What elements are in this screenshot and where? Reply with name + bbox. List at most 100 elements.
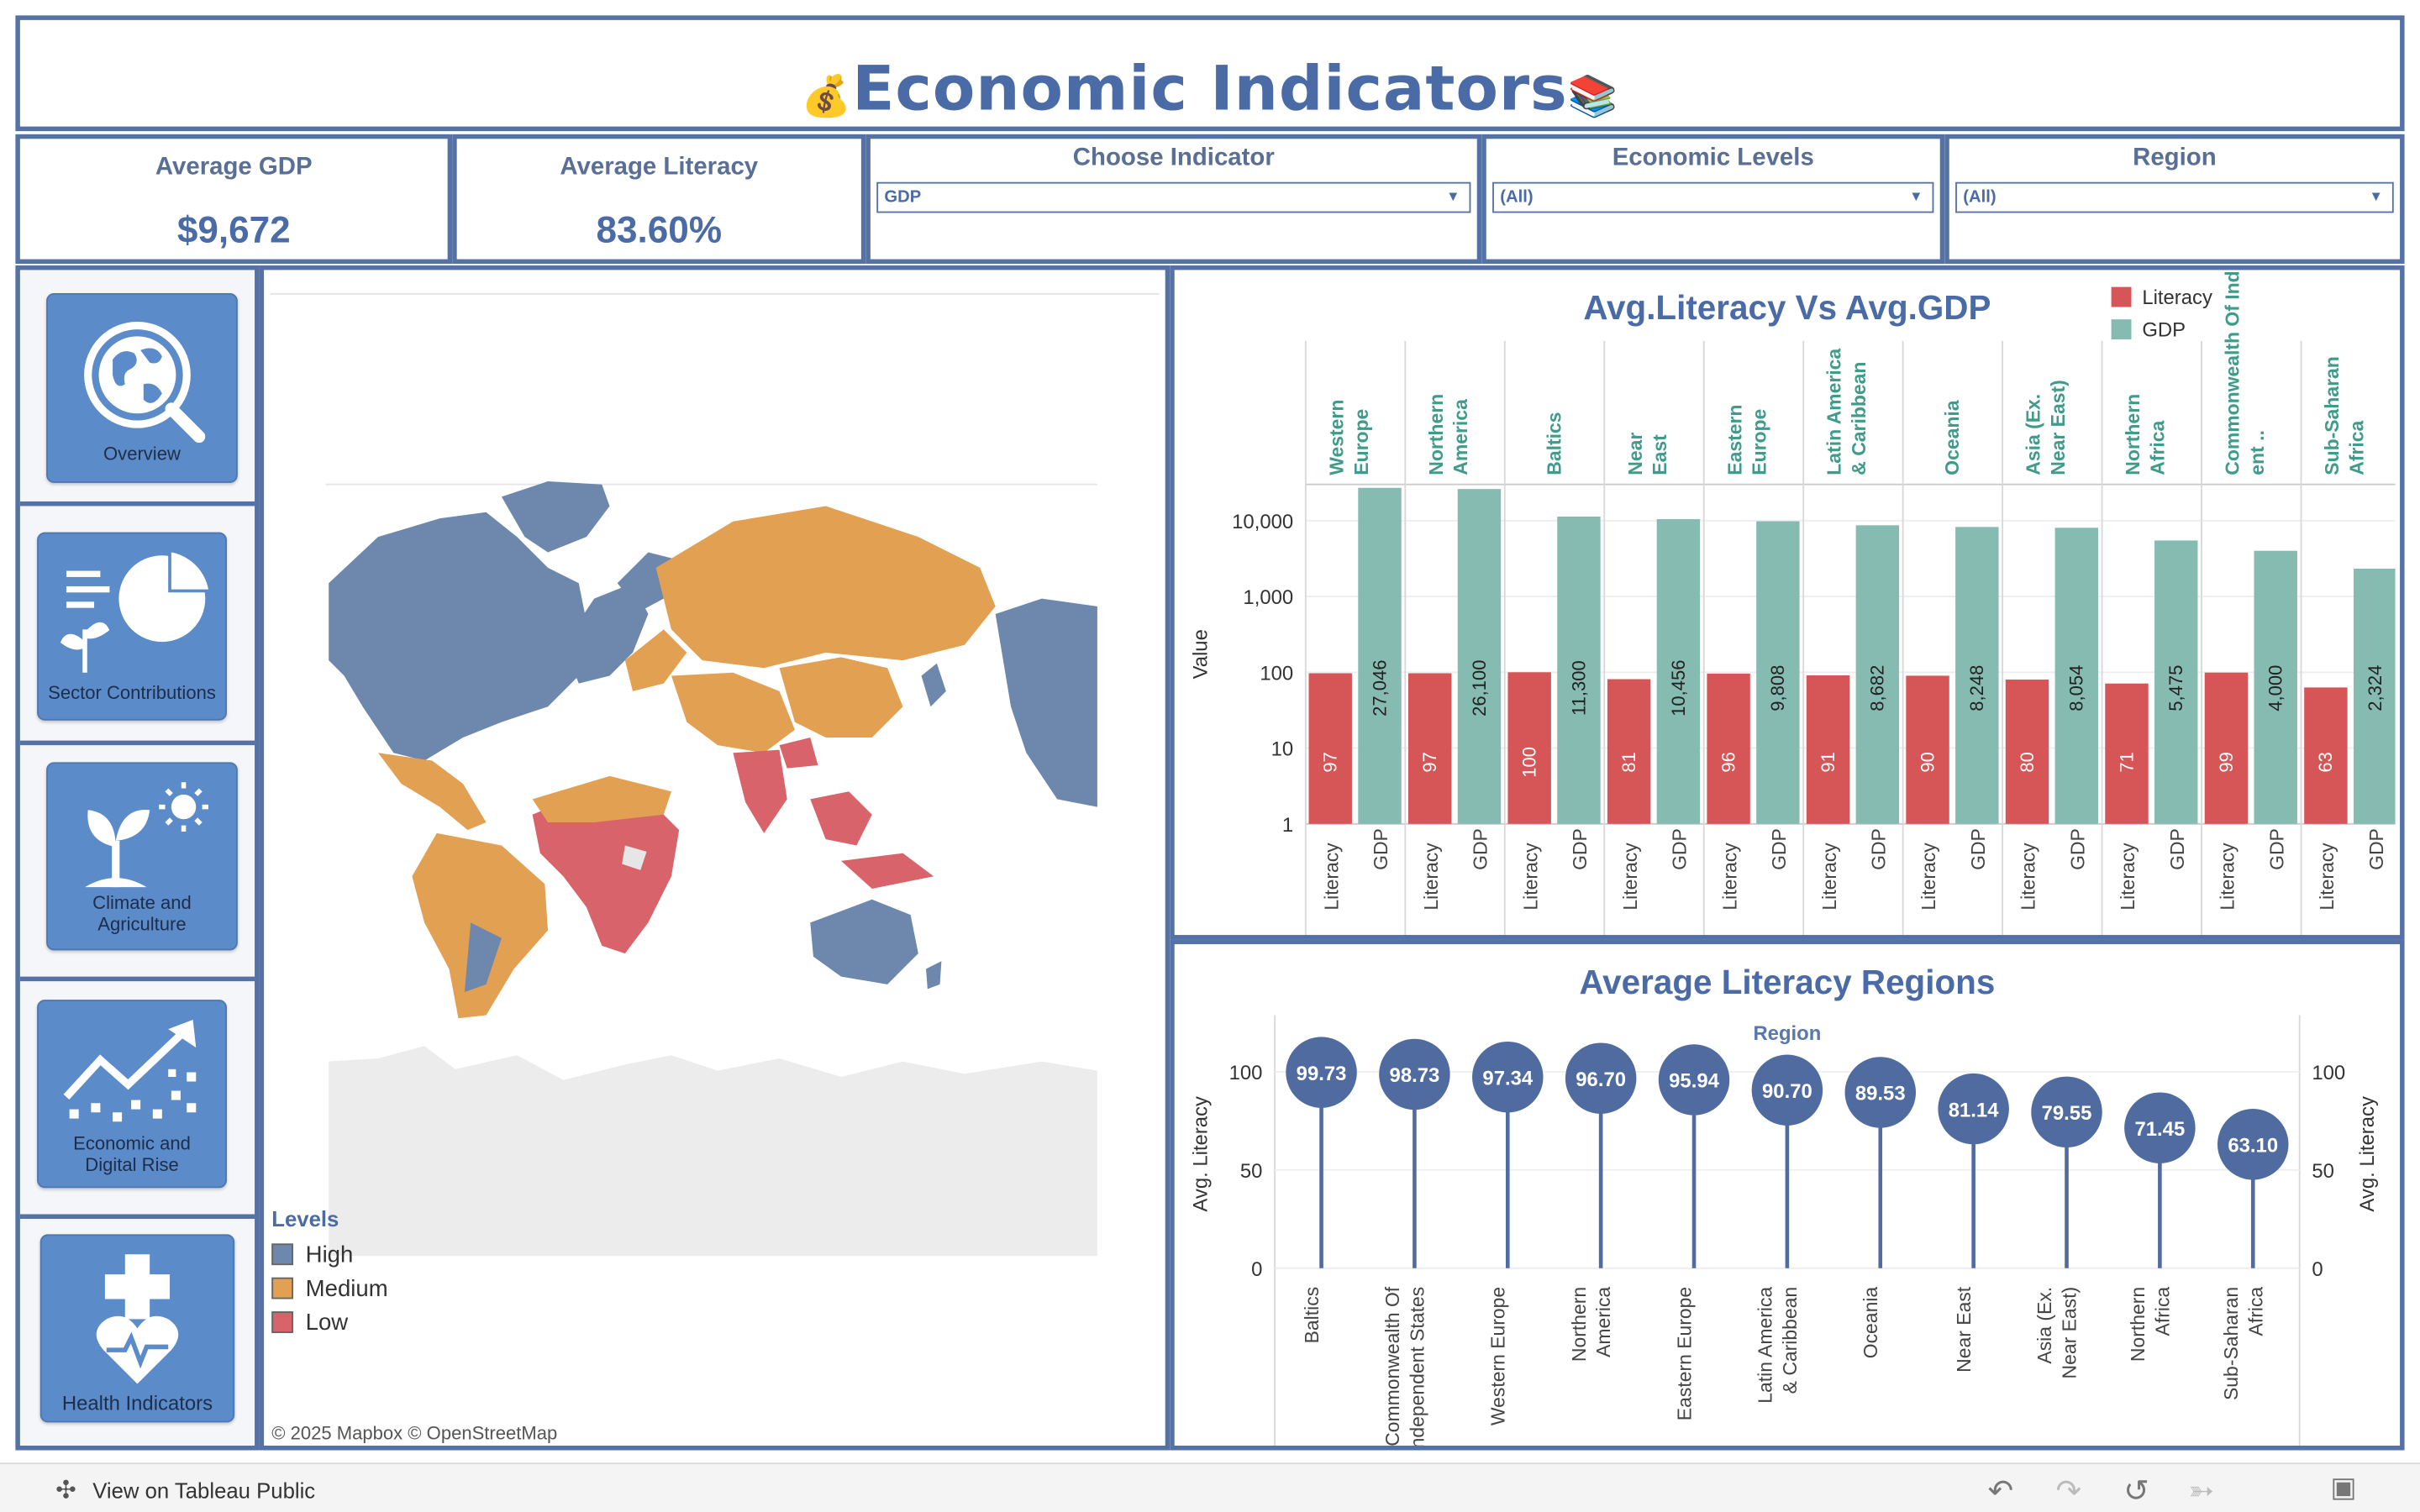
measure-label: Literacy	[1519, 843, 1541, 911]
bar-gdp	[2054, 528, 2098, 824]
nav-sector-label: Sector Contributions	[48, 681, 216, 704]
nav-overview-button[interactable]: Overview	[46, 292, 238, 483]
region-dropdown[interactable]: (All) ▼	[1955, 181, 2394, 213]
y-tick-label: 1	[1282, 814, 1293, 837]
health-heart-icon	[96, 1254, 179, 1384]
kpi-gdp-label: Average GDP	[155, 154, 313, 181]
nav-climate-button[interactable]: Climate and Agriculture	[46, 762, 238, 951]
filter-indicator: Choose Indicator GDP ▼	[865, 134, 1482, 265]
map-attribution[interactable]: © 2025 Mapbox © OpenStreetMap	[271, 1422, 558, 1445]
measure-label: Literacy	[2117, 843, 2139, 911]
lollipop-head	[1844, 1057, 1917, 1128]
y-tick-label: 1,000	[1243, 586, 1293, 609]
bar-chart: Literacy GDP Value 1 10 100 1,000 10,000 Western…	[1189, 271, 2396, 936]
measure-label: Literacy	[1320, 843, 1342, 911]
lollipop-head	[1565, 1042, 1637, 1114]
category-label: Sub-Saharan	[2220, 1287, 2242, 1400]
y-tick-label: 0	[1251, 1258, 1262, 1281]
bar-literacy	[1308, 673, 1352, 824]
nav-economic-label-2: Digital Rise	[85, 1153, 179, 1176]
category-label: Eastern Europe	[1673, 1287, 1695, 1420]
filter-indicator-label: Choose Indicator	[1072, 144, 1275, 171]
share-icon[interactable]: ➳	[2188, 1474, 2215, 1509]
chevron-down-icon: ▼	[2369, 188, 2383, 204]
globe-search-icon	[84, 321, 206, 444]
y-tick-label: 10	[1271, 738, 1294, 761]
kpi-gdp-value: $9,672	[176, 209, 291, 252]
category-header: Baltics	[1543, 412, 1565, 475]
indicator-dropdown[interactable]: GDP ▼	[876, 181, 1471, 213]
legend-item-high[interactable]: High	[271, 1237, 387, 1271]
revert-icon[interactable]: ↺	[2123, 1474, 2150, 1509]
bar-gdp	[1358, 487, 1402, 824]
bar-value-gdp: 9,808	[1767, 665, 1788, 711]
category-label: Africa	[2151, 1287, 2173, 1336]
measure-label: Literacy	[2018, 843, 2039, 911]
category-header: Latin America	[1823, 349, 1845, 475]
map-top-rule	[270, 292, 1160, 295]
lollipop-value: 96.70	[1576, 1068, 1626, 1091]
category-header: Western	[1325, 400, 1347, 475]
bar-value-gdp: 2,324	[2365, 665, 2386, 711]
legend-item-low[interactable]: Low	[271, 1305, 387, 1339]
money-bag-icon: 💰	[801, 74, 853, 121]
bar-value-gdp: 4,000	[2265, 665, 2286, 711]
map-legend-title: Levels	[271, 1206, 339, 1231]
legend-label-gdp: GDP	[2142, 318, 2186, 341]
legend-item-medium[interactable]: Medium	[271, 1271, 388, 1305]
bar-gdp	[2154, 540, 2198, 824]
category-label: Commonwealth Of	[1381, 1286, 1403, 1446]
category-header: Africa	[2345, 420, 2367, 475]
nav-sector-button[interactable]: Sector Contributions	[37, 532, 227, 721]
books-icon: 📚	[1567, 74, 1619, 121]
bar-value-literacy: 90	[1917, 752, 1938, 773]
bar-value-gdp: 11,300	[1568, 660, 1589, 716]
bar-value-literacy: 91	[1818, 752, 1839, 773]
nav-health-label: Health Indicators	[61, 1391, 213, 1415]
category-label: America	[1592, 1287, 1614, 1357]
nav-health-button[interactable]: Health Indicators	[39, 1234, 235, 1423]
category-label: Baltics	[1301, 1287, 1323, 1344]
bar-value-literacy: 71	[2116, 752, 2137, 773]
legend-label-literacy: Literacy	[2142, 286, 2212, 309]
levels-dropdown[interactable]: (All) ▼	[1492, 181, 1934, 213]
lollipop-head	[1286, 1037, 1357, 1108]
header-panel: 💰Economic Indicators📚	[15, 15, 2405, 132]
lollipop-value: 89.53	[1855, 1083, 1906, 1105]
bar-gdp	[1955, 527, 1999, 824]
fullscreen-icon[interactable]: ▣	[2330, 1472, 2357, 1503]
bar-literacy	[1507, 672, 1551, 824]
category-label: Near East)	[2059, 1287, 2081, 1379]
filter-region: Region (All) ▼	[1944, 134, 2405, 265]
lollipop-head	[1658, 1044, 1730, 1116]
indicator-selected: GDP	[884, 188, 922, 207]
plant-sun-icon	[85, 782, 208, 888]
bar-value-gdp: 8,054	[2066, 665, 2087, 711]
lollipop-value: 97.34	[1482, 1067, 1533, 1089]
lollipop-head	[1472, 1041, 1544, 1113]
bar-value-gdp: 10,456	[1668, 659, 1689, 716]
bar-gdp	[1457, 489, 1502, 824]
legend-swatch-literacy	[2111, 286, 2132, 307]
world-map[interactable]	[317, 475, 1104, 1263]
measure-label: Literacy	[1818, 843, 1840, 911]
bar-value-literacy: 100	[1519, 747, 1540, 778]
category-label: & Caribbean	[1779, 1287, 1801, 1394]
category-header: Sub-Saharan	[2321, 356, 2343, 475]
bar-chart-title: Avg.Literacy Vs Avg.GDP	[1583, 288, 1991, 328]
bar-gdp	[2353, 568, 2396, 824]
measure-label: GDP	[2265, 828, 2287, 870]
category-header: Asia (Ex.	[2023, 394, 2044, 475]
y-tick-label: 100	[1260, 662, 1293, 685]
nav-economic-button[interactable]: Economic and Digital Rise	[37, 1000, 227, 1189]
redo-icon[interactable]: ↷	[2055, 1474, 2082, 1509]
category-header: America	[1449, 399, 1471, 475]
y-axis-label: Avg. Literacy	[1189, 1096, 1212, 1212]
measure-label: GDP	[1470, 828, 1491, 870]
filter-levels-label: Economic Levels	[1612, 144, 1814, 171]
view-on-tableau-link[interactable]: View on Tableau Public	[92, 1478, 316, 1503]
undo-icon[interactable]: ↶	[1987, 1474, 2014, 1509]
legend-label: High	[305, 1241, 354, 1268]
nav-sep	[19, 501, 255, 507]
bar-value-literacy: 81	[1618, 752, 1639, 773]
